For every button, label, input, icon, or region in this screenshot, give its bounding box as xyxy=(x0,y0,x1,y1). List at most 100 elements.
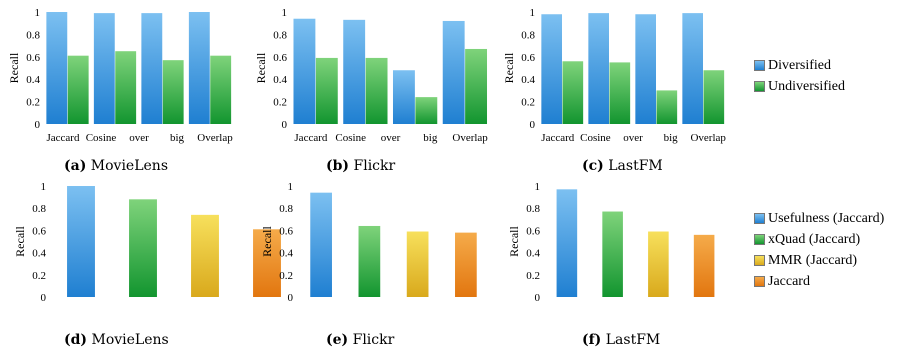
y-tick-label: 0.4 xyxy=(521,74,535,86)
legend-label: Usefulness (Jaccard) xyxy=(768,210,885,226)
bar-diversified xyxy=(588,13,609,124)
y-axis-label: Recall xyxy=(260,226,274,257)
x-tick-label: Overlap xyxy=(690,132,726,144)
chart-panel-4: 0 0.2 0.4 0.6 0.8 1 Recall xyxy=(260,181,477,304)
bar-diversified xyxy=(682,13,703,124)
legend-label: Undiversified xyxy=(768,78,845,94)
y-axis-label: Recall xyxy=(507,226,521,257)
y-tick-label: 0.6 xyxy=(279,225,293,237)
x-tick-label: over xyxy=(623,132,643,144)
bar-jaccard xyxy=(455,232,477,297)
bar-xquad-jaccard xyxy=(129,199,157,297)
y-tick-label: 0 xyxy=(35,119,41,131)
bar-usefulness-jaccard xyxy=(67,186,95,297)
x-tick-label: big xyxy=(423,132,438,144)
bar-undiversified xyxy=(465,48,488,124)
y-tick-label: 0.6 xyxy=(26,52,40,64)
y-tick-label: 1 xyxy=(35,7,41,19)
bar-diversified xyxy=(93,13,115,124)
bar-undiversified xyxy=(562,61,584,124)
x-tick-label: over xyxy=(381,132,401,144)
y-tick-label: 0.2 xyxy=(521,97,535,109)
bar-diversified xyxy=(392,70,415,124)
caption-a: (a) MovieLens xyxy=(64,158,168,174)
bar-diversified xyxy=(635,14,656,125)
legend-item: Jaccard xyxy=(754,271,884,292)
legend-swatch-mmr xyxy=(754,255,765,266)
bar-xquad-jaccard xyxy=(602,211,623,297)
bar-usefulness-jaccard xyxy=(310,192,332,297)
y-tick-label: 0.2 xyxy=(32,270,46,282)
caption-b: (b) Flickr xyxy=(326,158,396,174)
y-tick-label: 0.8 xyxy=(279,203,293,215)
y-tick-label: 0.4 xyxy=(32,248,46,260)
caption-c: (c) LastFM xyxy=(582,158,663,174)
bar-diversified xyxy=(343,19,366,125)
chart-panel-1: 0 0.2 0.4 0.6 0.8 1 Recall Jaccard Cosine over big… xyxy=(254,7,488,144)
y-tick-label: 0.2 xyxy=(26,97,40,109)
y-tick-label: 0.4 xyxy=(273,74,287,86)
y-tick-label: 0 xyxy=(288,292,294,304)
y-tick-label: 0.6 xyxy=(32,225,46,237)
x-tick-label: Overlap xyxy=(452,132,488,144)
bar-undiversified xyxy=(115,51,137,125)
y-axis-label: Recall xyxy=(7,52,21,83)
bar-undiversified xyxy=(315,57,338,124)
bar-usefulness-jaccard xyxy=(556,189,578,297)
legend-swatch-jaccard xyxy=(754,276,765,287)
y-tick-label: 0 xyxy=(535,292,541,304)
bar-undiversified xyxy=(656,90,678,124)
bar-mmr-jaccard xyxy=(648,231,669,297)
y-tick-label: 0.2 xyxy=(526,270,540,282)
y-tick-label: 0.8 xyxy=(521,29,535,41)
y-tick-label: 1 xyxy=(41,181,47,193)
legend-swatch-xquad xyxy=(754,234,765,245)
legend-bottom: Usefulness (Jaccard) xQuad (Jaccard) MMR… xyxy=(754,208,884,292)
bar-undiversified xyxy=(210,55,232,124)
legend-label: MMR (Jaccard) xyxy=(768,252,858,268)
bar-diversified xyxy=(442,20,465,124)
x-tick-label: Jaccard xyxy=(294,132,327,144)
bar-undiversified xyxy=(415,97,438,124)
legend-item: Usefulness (Jaccard) xyxy=(754,208,884,229)
y-tick-label: 0.6 xyxy=(526,225,540,237)
y-axis-label: Recall xyxy=(502,52,516,83)
x-tick-label: Cosine xyxy=(335,132,366,144)
y-tick-label: 0.8 xyxy=(273,29,287,41)
y-tick-label: 0.8 xyxy=(526,203,540,215)
legend-item: xQuad (Jaccard) xyxy=(754,229,884,250)
legend-swatch-diversified xyxy=(754,60,765,71)
bar-undiversified xyxy=(162,60,184,124)
bar-diversified xyxy=(188,12,210,124)
caption-e: (e) Flickr xyxy=(326,332,395,348)
caption-d: (d) MovieLens xyxy=(64,332,169,348)
bar-diversified xyxy=(46,12,68,124)
y-tick-label: 0.4 xyxy=(526,248,540,260)
y-tick-label: 1 xyxy=(535,181,541,193)
bar-undiversified xyxy=(365,57,388,124)
bar-mmr-jaccard xyxy=(191,214,219,297)
y-tick-label: 0 xyxy=(282,119,288,131)
y-tick-label: 0.8 xyxy=(26,29,40,41)
y-tick-label: 0.4 xyxy=(279,248,293,260)
chart-panel-3: 0 0.2 0.4 0.6 0.8 1 Recall xyxy=(13,181,281,304)
bar-jaccard xyxy=(253,229,281,297)
y-tick-label: 0.6 xyxy=(273,52,287,64)
y-tick-label: 0.8 xyxy=(32,203,46,215)
x-tick-label: Cosine xyxy=(580,132,611,144)
x-tick-label: big xyxy=(664,132,679,144)
chart-panel-5: 0 0.2 0.4 0.6 0.8 1 Recall xyxy=(507,181,715,304)
caption-f: (f) LastFM xyxy=(582,332,661,348)
legend-label: Diversified xyxy=(768,57,831,73)
y-tick-label: 1 xyxy=(282,7,288,19)
legend-label: Jaccard xyxy=(768,273,810,289)
bar-mmr-jaccard xyxy=(406,231,429,297)
x-tick-label: big xyxy=(170,132,185,144)
y-tick-label: 1 xyxy=(288,181,294,193)
y-tick-label: 0.2 xyxy=(273,97,287,109)
bar-undiversified xyxy=(703,70,725,124)
legend-item: Diversified xyxy=(754,55,845,76)
y-tick-label: 0 xyxy=(41,292,47,304)
x-tick-label: Jaccard xyxy=(541,132,574,144)
